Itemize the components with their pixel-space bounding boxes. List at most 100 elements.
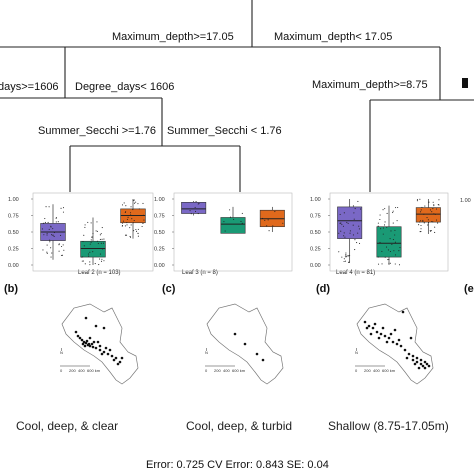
- lake-site-point: [83, 344, 87, 348]
- jitter-point: [343, 212, 345, 214]
- scale-label: 0: [60, 368, 63, 373]
- jitter-point: [433, 205, 435, 207]
- scale-label: 400: [78, 368, 85, 373]
- lake-site-point: [389, 332, 393, 336]
- jitter-point: [392, 222, 394, 224]
- jitter-point: [422, 220, 424, 222]
- lake-site-point: [81, 342, 85, 346]
- jitter-point: [126, 218, 128, 220]
- jitter-point: [339, 222, 341, 224]
- jitter-point: [338, 232, 340, 234]
- jitter-point: [53, 235, 55, 238]
- lake-site-point: [96, 340, 100, 344]
- lake-site-point: [409, 336, 413, 340]
- jitter-point: [392, 212, 394, 214]
- lake-site-point: [90, 342, 94, 346]
- jitter-point: [61, 254, 64, 256]
- scale-label: 200: [364, 368, 371, 373]
- jitter-point: [352, 234, 354, 236]
- jitter-point: [121, 224, 124, 227]
- lake-site-point: [401, 310, 405, 314]
- lake-site-point: [102, 350, 106, 354]
- jitter-point: [428, 201, 430, 203]
- lake-site-point: [363, 320, 367, 324]
- lake-site-point: [76, 334, 80, 338]
- lake-site-point: [377, 336, 381, 340]
- lake-site-point: [92, 340, 96, 344]
- leaf-2-boxplot: Leaf 2 (n = 103) (b) Cool, deep, & clear…: [4, 192, 154, 433]
- lake-site-point: [88, 336, 92, 340]
- jitter-point: [349, 232, 351, 234]
- jitter-point: [83, 245, 85, 247]
- jitter-point: [135, 201, 137, 203]
- jitter-point: [62, 207, 65, 209]
- lake-site-point: [415, 360, 419, 364]
- lake-site-point: [403, 348, 407, 352]
- jitter-point: [423, 213, 425, 215]
- box-orange: [259, 206, 285, 232]
- jitter-point: [60, 254, 63, 256]
- lake-site-point: [419, 358, 423, 362]
- box-purple: [337, 199, 363, 263]
- y-tick-label: 0.00: [154, 263, 165, 269]
- jitter-point: [267, 219, 269, 221]
- jitter-point: [395, 207, 397, 209]
- jitter-point: [399, 246, 401, 249]
- lake-site-point: [80, 338, 84, 342]
- jitter-point: [89, 251, 91, 253]
- lake-site-point: [114, 356, 118, 360]
- jitter-point: [345, 256, 347, 258]
- jitter-point: [99, 238, 101, 241]
- jitter-point: [433, 204, 435, 206]
- jitter-point: [122, 220, 125, 222]
- box-purple: [40, 204, 66, 260]
- jitter-point: [45, 206, 47, 208]
- jitter-point: [123, 202, 125, 204]
- lake-site-point: [100, 352, 104, 356]
- jitter-point: [137, 232, 139, 234]
- lake-site-point: [417, 366, 421, 370]
- jitter-point: [130, 206, 132, 208]
- jitter-point: [349, 230, 351, 232]
- leaf-4-description: Shallow (8.75-17.05m): [328, 419, 449, 433]
- jitter-point: [90, 222, 92, 224]
- jitter-point: [44, 217, 46, 220]
- jitter-point: [420, 228, 422, 230]
- lake-site-point: [255, 352, 259, 356]
- jitter-point: [264, 219, 266, 221]
- jitter-point: [356, 242, 358, 244]
- jitter-point: [125, 211, 127, 213]
- jitter-point: [125, 205, 127, 207]
- leaf-4-boxplot: Leaf 4 (n = 81) (d) Shallow (8.75-17.05m…: [310, 192, 449, 433]
- split-root-right: Maximum_depth< 17.05: [274, 31, 392, 43]
- jitter-point: [240, 220, 242, 222]
- jitter-point: [47, 221, 49, 224]
- jitter-point: [427, 219, 429, 221]
- jitter-point: [121, 204, 124, 206]
- jitter-point: [96, 230, 98, 232]
- jitter-point: [229, 209, 231, 211]
- jitter-point: [96, 240, 99, 242]
- jitter-point: [143, 219, 145, 221]
- jitter-point: [89, 264, 91, 266]
- jitter-point: [432, 208, 434, 210]
- y-tick-label: 1.00: [154, 197, 165, 203]
- lake-site-point: [385, 340, 389, 344]
- lake-site-point: [387, 336, 391, 340]
- jitter-point: [49, 241, 51, 243]
- jitter-point: [341, 256, 343, 258]
- jitter-point: [352, 205, 354, 207]
- jitter-point: [427, 223, 429, 225]
- jitter-point: [135, 230, 138, 232]
- jitter-point: [347, 255, 349, 257]
- jitter-point: [137, 235, 139, 237]
- jitter-point: [377, 225, 379, 227]
- jitter-point: [142, 214, 144, 216]
- jitter-point: [398, 250, 400, 252]
- jitter-point: [353, 212, 355, 214]
- jitter-point: [52, 234, 54, 236]
- jitter-point: [135, 228, 137, 231]
- jitter-point: [195, 200, 197, 203]
- jitter-point: [386, 226, 388, 228]
- jitter-point: [133, 199, 135, 201]
